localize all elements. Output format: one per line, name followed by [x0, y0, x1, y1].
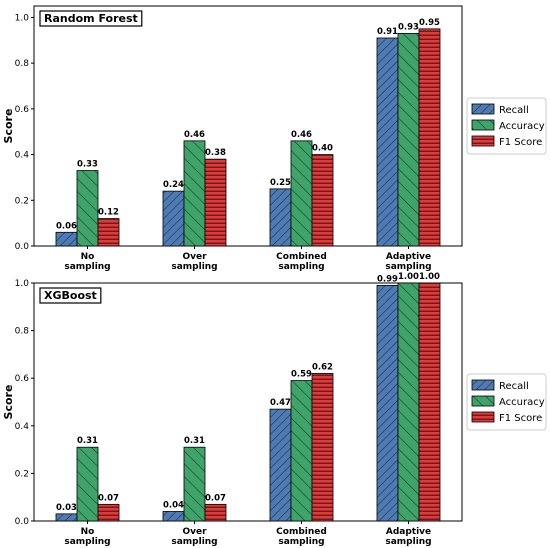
legend-swatch-f1-score: [471, 135, 495, 147]
data-label-recall: 0.03: [56, 503, 77, 513]
data-label-recall: 0.24: [163, 180, 184, 190]
bar-accuracy-combined-sampling: [290, 140, 313, 247]
x-tick-label: Adaptive: [386, 252, 431, 262]
y-axis-label: Score: [2, 385, 15, 420]
data-label-accuracy: 0.31: [77, 436, 98, 446]
panel-title-box: [39, 10, 143, 27]
y-tick-label: 0.8: [15, 59, 30, 69]
bar-accuracy-over-sampling: [183, 446, 206, 522]
legend-swatch-f1-score: [471, 411, 495, 423]
x-tick-label: Over: [182, 527, 207, 537]
panel-title: XGBoost: [44, 289, 97, 302]
x-tick-label: sampling: [385, 262, 431, 272]
bar-recall-over-sampling: [162, 190, 185, 247]
y-tick-label: 0.4: [15, 422, 30, 432]
data-label-accuracy: 0.46: [291, 130, 312, 140]
y-tick-label: 0.6: [15, 105, 30, 115]
data-label-accuracy: 0.59: [291, 370, 312, 380]
x-tick-label: sampling: [171, 262, 217, 272]
x-tick-label: No: [81, 527, 95, 537]
y-tick-label: 0.2: [15, 469, 29, 479]
data-label-f1-score: 0.07: [205, 493, 226, 503]
y-tick-label: 0.0: [15, 242, 30, 252]
x-tick-label: sampling: [171, 537, 217, 547]
y-tick-label: 0.2: [15, 196, 29, 206]
bar-f1-score-combined-sampling: [311, 373, 334, 522]
legend-label-accuracy: Accuracy: [499, 121, 545, 132]
bar-recall-over-sampling: [162, 511, 185, 522]
bar-f1-score-over-sampling: [204, 503, 227, 522]
x-tick-label: No: [81, 252, 95, 262]
data-label-f1-score: 0.12: [98, 208, 119, 218]
bar-recall-combined-sampling: [269, 188, 292, 247]
bar-recall-adaptive-sampling: [376, 37, 399, 247]
bar-recall-combined-sampling: [269, 408, 292, 522]
data-label-f1-score: 0.07: [98, 493, 119, 503]
random-forest-panel: 0.00.20.40.60.81.0Score0.060.330.12Nosam…: [2, 5, 547, 272]
bar-f1-score-adaptive-sampling: [418, 282, 441, 522]
bar-accuracy-combined-sampling: [290, 380, 313, 522]
data-label-recall: 0.25: [270, 178, 291, 188]
data-label-f1-score: 0.38: [205, 148, 226, 158]
data-label-accuracy: 0.33: [77, 160, 98, 170]
legend-swatch-recall: [471, 103, 495, 115]
data-label-recall: 0.47: [270, 398, 291, 408]
plot-frame: [33, 282, 463, 522]
bar-f1-score-combined-sampling: [311, 154, 334, 247]
legend-label-recall: Recall: [499, 381, 529, 392]
bar-f1-score-adaptive-sampling: [418, 28, 441, 247]
data-label-f1-score: 0.95: [419, 18, 440, 28]
y-tick-label: 1.0: [15, 279, 30, 289]
bar-accuracy-no-sampling: [76, 446, 99, 522]
x-tick-label: Over: [182, 252, 207, 262]
y-tick-label: 0.4: [15, 151, 30, 161]
y-axis-label: Score: [2, 109, 15, 144]
data-label-recall: 0.04: [163, 500, 184, 510]
bar-accuracy-over-sampling: [183, 140, 206, 247]
data-label-accuracy: 0.31: [184, 436, 205, 446]
x-tick-label: Adaptive: [386, 527, 431, 537]
data-label-f1-score: 0.62: [312, 362, 333, 372]
legend-swatch-accuracy: [471, 119, 495, 131]
data-label-accuracy: 1.00: [398, 272, 419, 282]
bar-recall-adaptive-sampling: [376, 284, 399, 522]
x-tick-label: Combined: [276, 252, 327, 262]
x-tick-label: sampling: [278, 262, 324, 272]
bar-recall-no-sampling: [55, 513, 78, 522]
legend-swatch-recall: [471, 379, 495, 391]
y-tick-label: 0.8: [15, 327, 30, 337]
panel-title-box: [39, 287, 102, 304]
legend-label-recall: Recall: [499, 105, 529, 116]
data-label-recall: 0.06: [56, 221, 77, 231]
bar-f1-score-no-sampling: [97, 503, 120, 522]
data-label-recall: 0.99: [377, 274, 398, 284]
bar-accuracy-no-sampling: [76, 170, 99, 247]
bar-recall-no-sampling: [55, 231, 78, 247]
legend-label-accuracy: Accuracy: [499, 397, 545, 408]
y-tick-label: 0.0: [15, 517, 30, 527]
xgboost-panel: 0.00.20.40.60.81.0Score0.030.310.07Nosam…: [2, 272, 547, 547]
panel-title: Random Forest: [44, 12, 138, 25]
y-tick-label: 0.6: [15, 374, 30, 384]
x-tick-label: sampling: [278, 537, 324, 547]
bar-accuracy-adaptive-sampling: [397, 282, 420, 522]
x-tick-label: sampling: [385, 537, 431, 547]
legend-label-f1-score: F1 Score: [499, 137, 542, 148]
y-tick-label: 1.0: [15, 13, 30, 23]
legend-label-f1-score: F1 Score: [499, 413, 542, 424]
data-label-f1-score: 0.40: [312, 144, 333, 154]
data-label-f1-score: 1.00: [419, 272, 440, 282]
legend-swatch-accuracy: [471, 395, 495, 407]
bar-f1-score-no-sampling: [97, 218, 120, 247]
data-label-accuracy: 0.46: [184, 130, 205, 140]
plot-frame: [33, 5, 463, 247]
bar-accuracy-adaptive-sampling: [397, 33, 420, 247]
x-tick-label: sampling: [64, 537, 110, 547]
data-label-accuracy: 0.93: [398, 22, 419, 32]
data-label-recall: 0.91: [377, 27, 398, 37]
x-tick-label: Combined: [276, 527, 327, 537]
bar-f1-score-over-sampling: [204, 158, 227, 247]
x-tick-label: sampling: [64, 262, 110, 272]
